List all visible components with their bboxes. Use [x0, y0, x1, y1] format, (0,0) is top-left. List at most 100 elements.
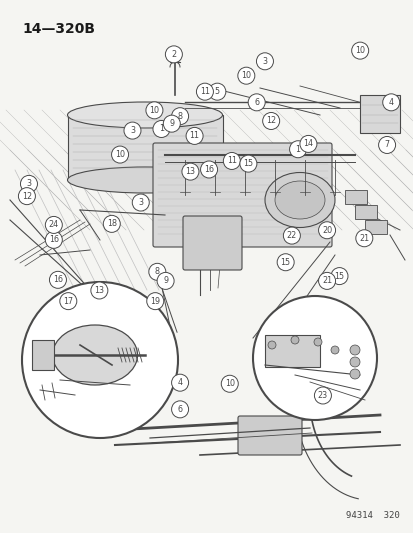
Text: 5: 5 — [214, 87, 219, 96]
Circle shape — [165, 46, 182, 63]
Text: 4: 4 — [388, 98, 393, 107]
Ellipse shape — [52, 325, 137, 385]
Circle shape — [132, 194, 149, 211]
Circle shape — [20, 175, 38, 192]
Circle shape — [163, 115, 180, 132]
Circle shape — [349, 357, 359, 367]
Circle shape — [330, 346, 338, 354]
Ellipse shape — [274, 181, 324, 219]
Bar — [32, 340, 54, 370]
Bar — [344, 190, 366, 204]
Text: 3: 3 — [26, 180, 31, 188]
Text: 15: 15 — [280, 258, 290, 266]
Text: 18: 18 — [107, 220, 116, 228]
Text: 8: 8 — [177, 112, 182, 120]
Text: 1: 1 — [295, 145, 300, 154]
Bar — [364, 220, 386, 234]
Text: 17: 17 — [63, 297, 73, 305]
Circle shape — [45, 231, 62, 248]
Text: 20: 20 — [321, 226, 331, 235]
Circle shape — [22, 282, 178, 438]
Text: 2: 2 — [171, 50, 176, 59]
Text: 14—320B: 14—320B — [22, 22, 95, 36]
Text: 22: 22 — [286, 231, 296, 240]
Text: 10: 10 — [224, 379, 234, 388]
Circle shape — [45, 216, 62, 233]
Bar — [354, 205, 376, 219]
Circle shape — [349, 345, 359, 355]
Text: 7: 7 — [384, 141, 389, 149]
Circle shape — [290, 336, 298, 344]
Text: 12: 12 — [22, 192, 32, 200]
Bar — [68, 115, 223, 180]
Circle shape — [18, 188, 36, 205]
Text: 13: 13 — [185, 167, 195, 176]
Bar — [359, 95, 399, 133]
Text: 10: 10 — [354, 46, 364, 55]
Text: 4: 4 — [177, 378, 182, 387]
Text: 15: 15 — [243, 159, 253, 168]
FancyBboxPatch shape — [153, 143, 331, 247]
Circle shape — [152, 120, 170, 138]
Text: 6: 6 — [254, 98, 259, 107]
Text: 1: 1 — [159, 125, 164, 133]
Circle shape — [145, 102, 163, 119]
Circle shape — [181, 163, 199, 180]
Circle shape — [196, 83, 213, 100]
Circle shape — [223, 152, 240, 169]
Circle shape — [185, 127, 203, 144]
Text: 12: 12 — [266, 117, 275, 125]
Circle shape — [318, 222, 335, 239]
Circle shape — [355, 230, 372, 247]
Circle shape — [239, 155, 256, 172]
Circle shape — [267, 341, 275, 349]
Circle shape — [123, 122, 141, 139]
Circle shape — [289, 141, 306, 158]
FancyBboxPatch shape — [183, 216, 242, 270]
Circle shape — [247, 94, 265, 111]
Text: 8: 8 — [154, 268, 159, 276]
Text: 13: 13 — [94, 286, 104, 295]
Text: 16: 16 — [204, 165, 214, 174]
Circle shape — [382, 94, 399, 111]
FancyBboxPatch shape — [237, 416, 301, 455]
Circle shape — [111, 146, 128, 163]
Text: 10: 10 — [149, 106, 159, 115]
Text: 24: 24 — [49, 221, 59, 229]
Circle shape — [313, 338, 321, 346]
Ellipse shape — [67, 167, 222, 193]
Text: 10: 10 — [241, 71, 251, 80]
Circle shape — [200, 161, 217, 178]
Circle shape — [330, 268, 347, 285]
Circle shape — [377, 136, 395, 154]
Circle shape — [59, 293, 77, 310]
Ellipse shape — [264, 173, 334, 228]
Circle shape — [146, 293, 164, 310]
Circle shape — [49, 271, 66, 288]
Text: 21: 21 — [321, 277, 331, 285]
Circle shape — [276, 254, 294, 271]
Bar — [264, 335, 319, 367]
Text: 94314  320: 94314 320 — [345, 511, 399, 520]
Text: 11: 11 — [199, 87, 209, 96]
Circle shape — [237, 67, 254, 84]
Text: 16: 16 — [49, 236, 59, 244]
Text: 21: 21 — [358, 234, 368, 243]
Text: 16: 16 — [53, 276, 63, 284]
Circle shape — [148, 263, 166, 280]
Circle shape — [351, 42, 368, 59]
Text: 3: 3 — [130, 126, 135, 135]
Circle shape — [171, 108, 188, 125]
Text: 9: 9 — [163, 277, 168, 285]
Text: 15: 15 — [334, 272, 344, 280]
Text: 6: 6 — [177, 405, 182, 414]
Circle shape — [313, 387, 331, 404]
Circle shape — [262, 112, 279, 130]
Circle shape — [208, 83, 225, 100]
Text: 14: 14 — [303, 140, 313, 148]
Circle shape — [171, 401, 188, 418]
Circle shape — [157, 272, 174, 289]
Circle shape — [221, 375, 238, 392]
Circle shape — [299, 135, 316, 152]
Text: 11: 11 — [226, 157, 236, 165]
